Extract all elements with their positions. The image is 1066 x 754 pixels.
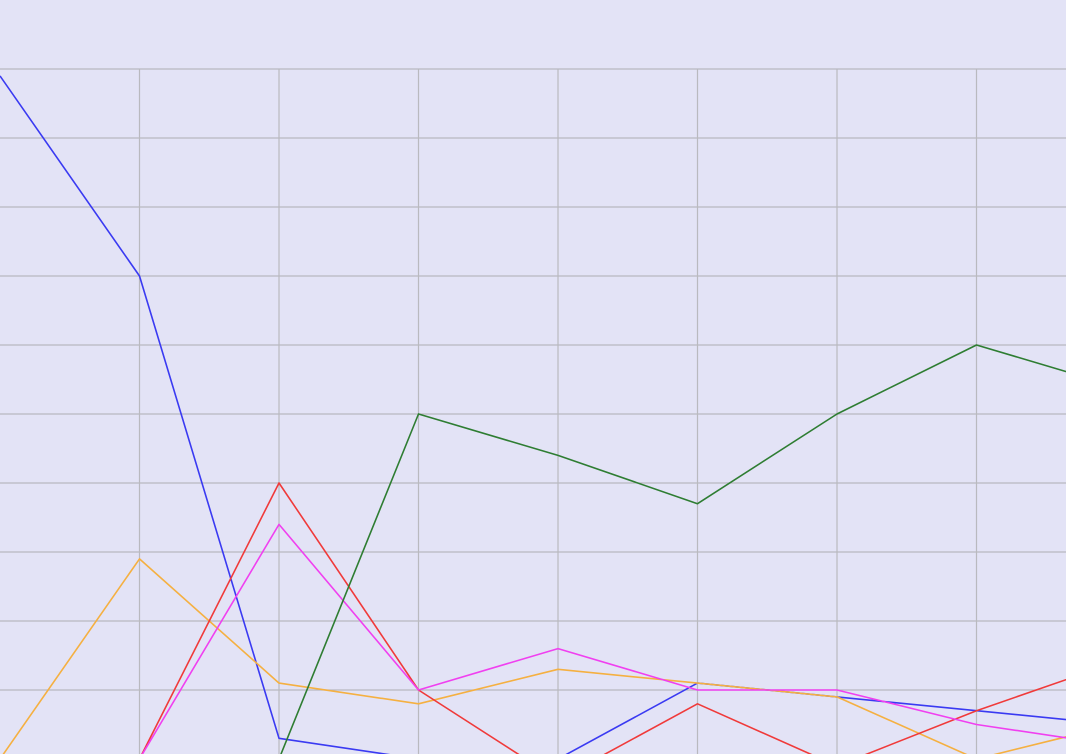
series-line-2: [2, 558, 1066, 754]
series-layer: [0, 75, 1066, 754]
series-line-5: [280, 344, 1066, 754]
series-line-4: [141, 523, 1066, 754]
series-line-3: [141, 482, 1066, 754]
series-line-1: [0, 75, 1066, 754]
grid-layer: [0, 68, 1066, 754]
